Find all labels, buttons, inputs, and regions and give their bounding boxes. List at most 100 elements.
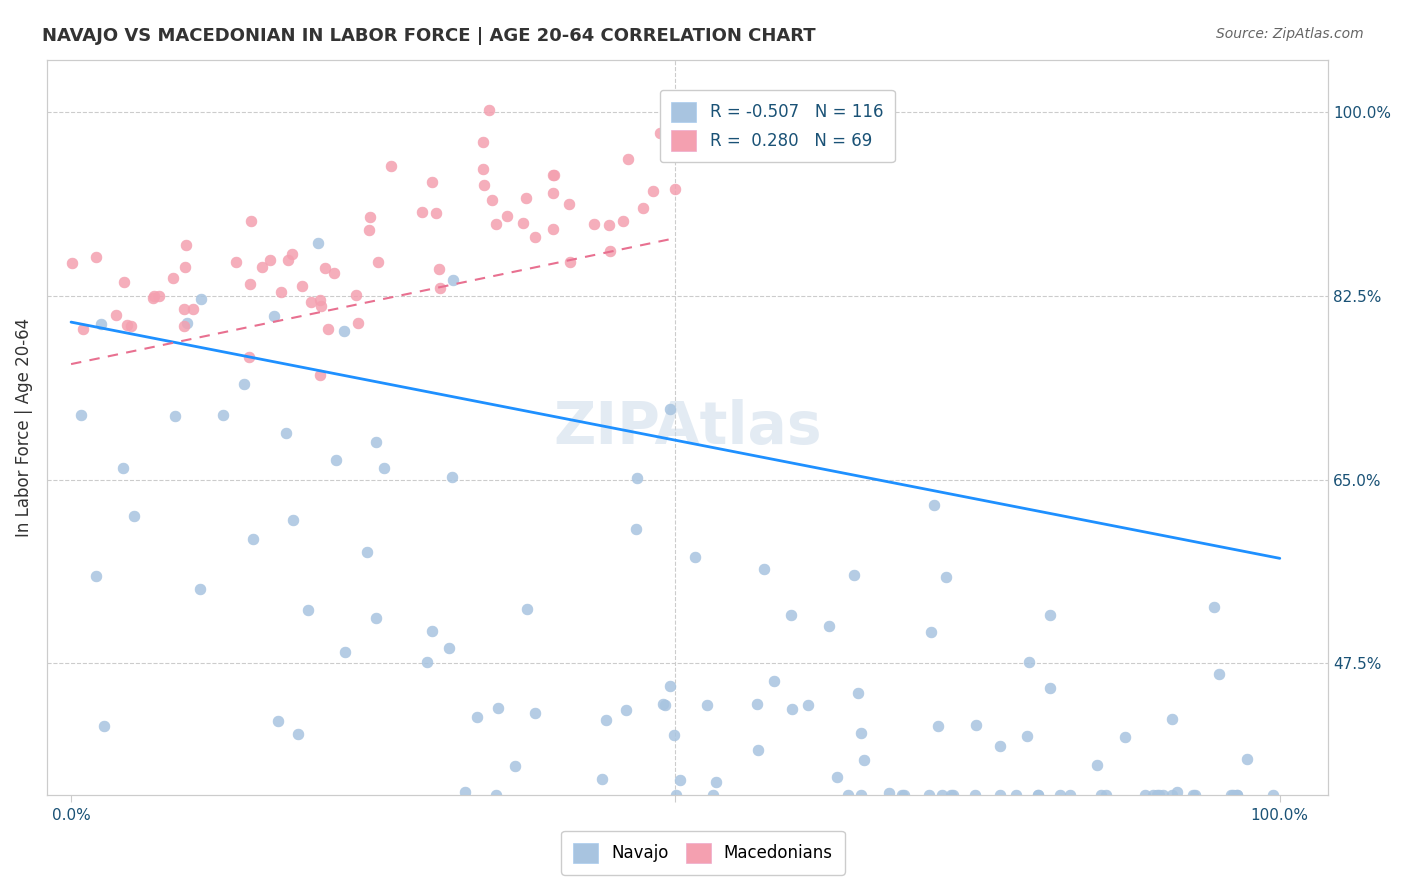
Point <box>598 219 620 233</box>
Point <box>225 255 247 269</box>
Point <box>181 302 204 317</box>
Point <box>780 702 803 716</box>
Point <box>702 788 724 802</box>
Point <box>846 686 869 700</box>
Point <box>465 710 488 724</box>
Point <box>1015 729 1038 743</box>
Point <box>1018 655 1040 669</box>
Y-axis label: In Labor Force | Age 20-64: In Labor Force | Age 20-64 <box>15 318 32 537</box>
Point <box>1226 788 1249 802</box>
Point <box>142 289 165 303</box>
Point <box>299 295 322 310</box>
Point <box>485 788 508 802</box>
Point <box>515 191 537 205</box>
Point <box>583 217 606 231</box>
Point <box>654 698 676 713</box>
Point <box>1261 788 1284 802</box>
Point <box>93 719 115 733</box>
Point <box>503 759 526 773</box>
Point <box>1090 788 1112 802</box>
Point <box>560 254 582 268</box>
Point <box>283 513 305 527</box>
Point <box>827 770 849 784</box>
Point <box>481 193 503 207</box>
Point <box>965 718 987 732</box>
Point <box>614 703 637 717</box>
Point <box>763 674 786 689</box>
Point <box>472 161 495 176</box>
Point <box>893 788 915 802</box>
Point <box>891 788 914 802</box>
Point <box>344 288 367 302</box>
Point <box>1184 788 1206 802</box>
Point <box>626 522 648 536</box>
Point <box>1039 608 1062 623</box>
Point <box>662 728 685 742</box>
Point <box>427 261 450 276</box>
Point <box>747 743 769 757</box>
Point <box>704 775 727 789</box>
Point <box>988 788 1011 802</box>
Point <box>322 266 344 280</box>
Point <box>90 317 112 331</box>
Point <box>366 434 388 449</box>
Point <box>1085 758 1108 772</box>
Point <box>333 324 356 338</box>
Point <box>420 174 443 188</box>
Point <box>291 279 314 293</box>
Point <box>359 211 381 225</box>
Point <box>541 168 564 182</box>
Point <box>935 569 957 583</box>
Point <box>165 409 187 423</box>
Point <box>188 582 211 596</box>
Point <box>683 549 706 564</box>
Point <box>1026 788 1049 802</box>
Point <box>373 461 395 475</box>
Point <box>250 260 273 274</box>
Point <box>1059 788 1081 802</box>
Point <box>176 316 198 330</box>
Point <box>918 788 941 802</box>
Point <box>664 182 686 196</box>
Point <box>239 277 262 291</box>
Point <box>842 567 865 582</box>
Point <box>240 214 263 228</box>
Point <box>612 214 634 228</box>
Point <box>543 168 565 182</box>
Point <box>1147 788 1170 802</box>
Point <box>780 608 803 623</box>
Point <box>357 223 380 237</box>
Point <box>1160 711 1182 725</box>
Point <box>173 318 195 333</box>
Point <box>277 253 299 268</box>
Point <box>1095 788 1118 802</box>
Point <box>1202 600 1225 615</box>
Point <box>325 453 347 467</box>
Point <box>524 706 547 721</box>
Point <box>270 285 292 299</box>
Point <box>696 698 718 713</box>
Point <box>558 197 581 211</box>
Point <box>478 103 501 117</box>
Point <box>1028 788 1050 802</box>
Point <box>658 401 681 416</box>
Point <box>931 788 953 802</box>
Point <box>309 293 332 307</box>
Point <box>439 641 461 656</box>
Point <box>485 217 508 231</box>
Point <box>963 788 986 802</box>
Point <box>232 377 254 392</box>
Point <box>472 135 495 149</box>
Point <box>754 562 776 576</box>
Point <box>173 301 195 316</box>
Point <box>1222 788 1244 802</box>
Point <box>877 786 900 800</box>
Point <box>541 186 564 201</box>
Point <box>1152 788 1174 802</box>
Point <box>920 624 942 639</box>
Point <box>287 727 309 741</box>
Point <box>1114 730 1136 744</box>
Point <box>425 206 447 220</box>
Point <box>314 261 336 276</box>
Point <box>617 153 640 167</box>
